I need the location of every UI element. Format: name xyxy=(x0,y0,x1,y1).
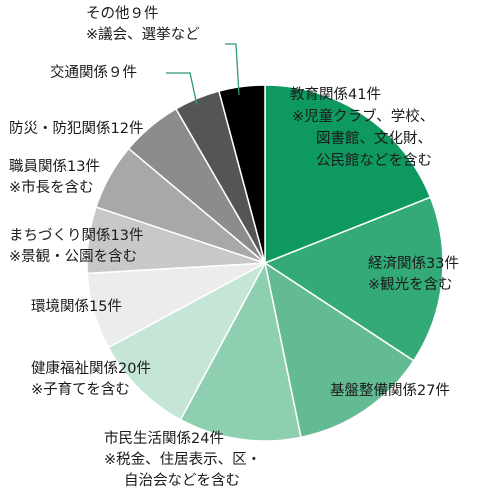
slice-label-5-line-2: ※子育てを含む xyxy=(31,381,130,398)
pie-slice-2 xyxy=(263,196,444,362)
pie-slice-3 xyxy=(263,261,415,439)
slice-label-9-line-1: 防災・防犯関係12件 xyxy=(9,120,143,137)
leader-line-other xyxy=(225,43,240,96)
slice-label-3: 基盤整備関係27件 xyxy=(330,382,450,399)
pie-slice-4 xyxy=(179,260,302,442)
slice-label-2-line-2: ※観光を含む xyxy=(368,276,453,293)
slice-label-1-line-1: 教育関係41件 xyxy=(290,86,381,103)
pie-slice-1 xyxy=(264,84,432,265)
pie-slice-5 xyxy=(107,261,267,421)
slice-label-3-line-1: 基盤整備関係27件 xyxy=(330,382,450,399)
slice-label-1-line-4: 公民館などを含む xyxy=(316,152,432,169)
slice-label-7: まちづくり関係13件 ※景観・公園を含む xyxy=(9,227,143,265)
slice-label-8: 職員関係13件 ※市長を含む xyxy=(9,158,100,196)
slice-label-1-line-3: 図書館、文化財、 xyxy=(316,130,432,147)
slice-label-4-line-2: ※税金、住居表示、区・ xyxy=(104,451,261,468)
slice-label-4-line-1: 市民生活関係24件 xyxy=(104,430,224,447)
slice-label-7-line-1: まちづくり関係13件 xyxy=(9,227,143,244)
slice-label-1-line-2: ※児童クラブ、学校、 xyxy=(292,107,434,125)
slice-label-8-line-1: 職員関係13件 xyxy=(9,158,100,175)
leader-lines xyxy=(166,43,240,106)
slice-label-4-line-3: 自治会などを含む xyxy=(124,472,240,489)
slice-label-9: 防災・防犯関係12件 xyxy=(9,120,143,137)
slice-label-8-line-2: ※市長を含む xyxy=(9,179,94,196)
slice-labels: 教育関係41件 ※児童クラブ、学校、図書館、文化財、公民館などを含む経済関係33件… xyxy=(9,5,459,489)
pie-slices xyxy=(86,84,444,442)
slice-label-4: 市民生活関係24件 ※税金、住居表示、区・自治会などを含む xyxy=(104,430,261,489)
slice-label-6-line-1: 環境関係15件 xyxy=(31,297,122,315)
slice-label-1: 教育関係41件 ※児童クラブ、学校、図書館、文化財、公民館などを含む xyxy=(290,86,434,169)
slice-label-11-line-1: その他９件 xyxy=(86,5,159,22)
slice-label-7-line-2: ※景観・公園を含む xyxy=(9,248,137,265)
slice-label-5: 健康福祉関係20件 ※子育てを含む xyxy=(31,360,151,398)
slice-label-11: その他９件 ※議会、選挙など xyxy=(86,5,200,43)
slice-label-11-line-2: ※議会、選挙など xyxy=(86,25,200,43)
slice-label-10-line-1: 交通関係９件 xyxy=(50,63,137,81)
leader-line-transport xyxy=(166,72,198,106)
pie-slice-11 xyxy=(218,84,266,264)
slice-label-2-line-1: 経済関係33件 xyxy=(368,255,459,272)
slice-label-5-line-1: 健康福祉関係20件 xyxy=(31,360,151,377)
slice-label-10: 交通関係９件 xyxy=(50,63,137,81)
slice-label-2: 経済関係33件 ※観光を含む xyxy=(368,255,459,293)
slice-label-6: 環境関係15件 xyxy=(31,297,122,315)
